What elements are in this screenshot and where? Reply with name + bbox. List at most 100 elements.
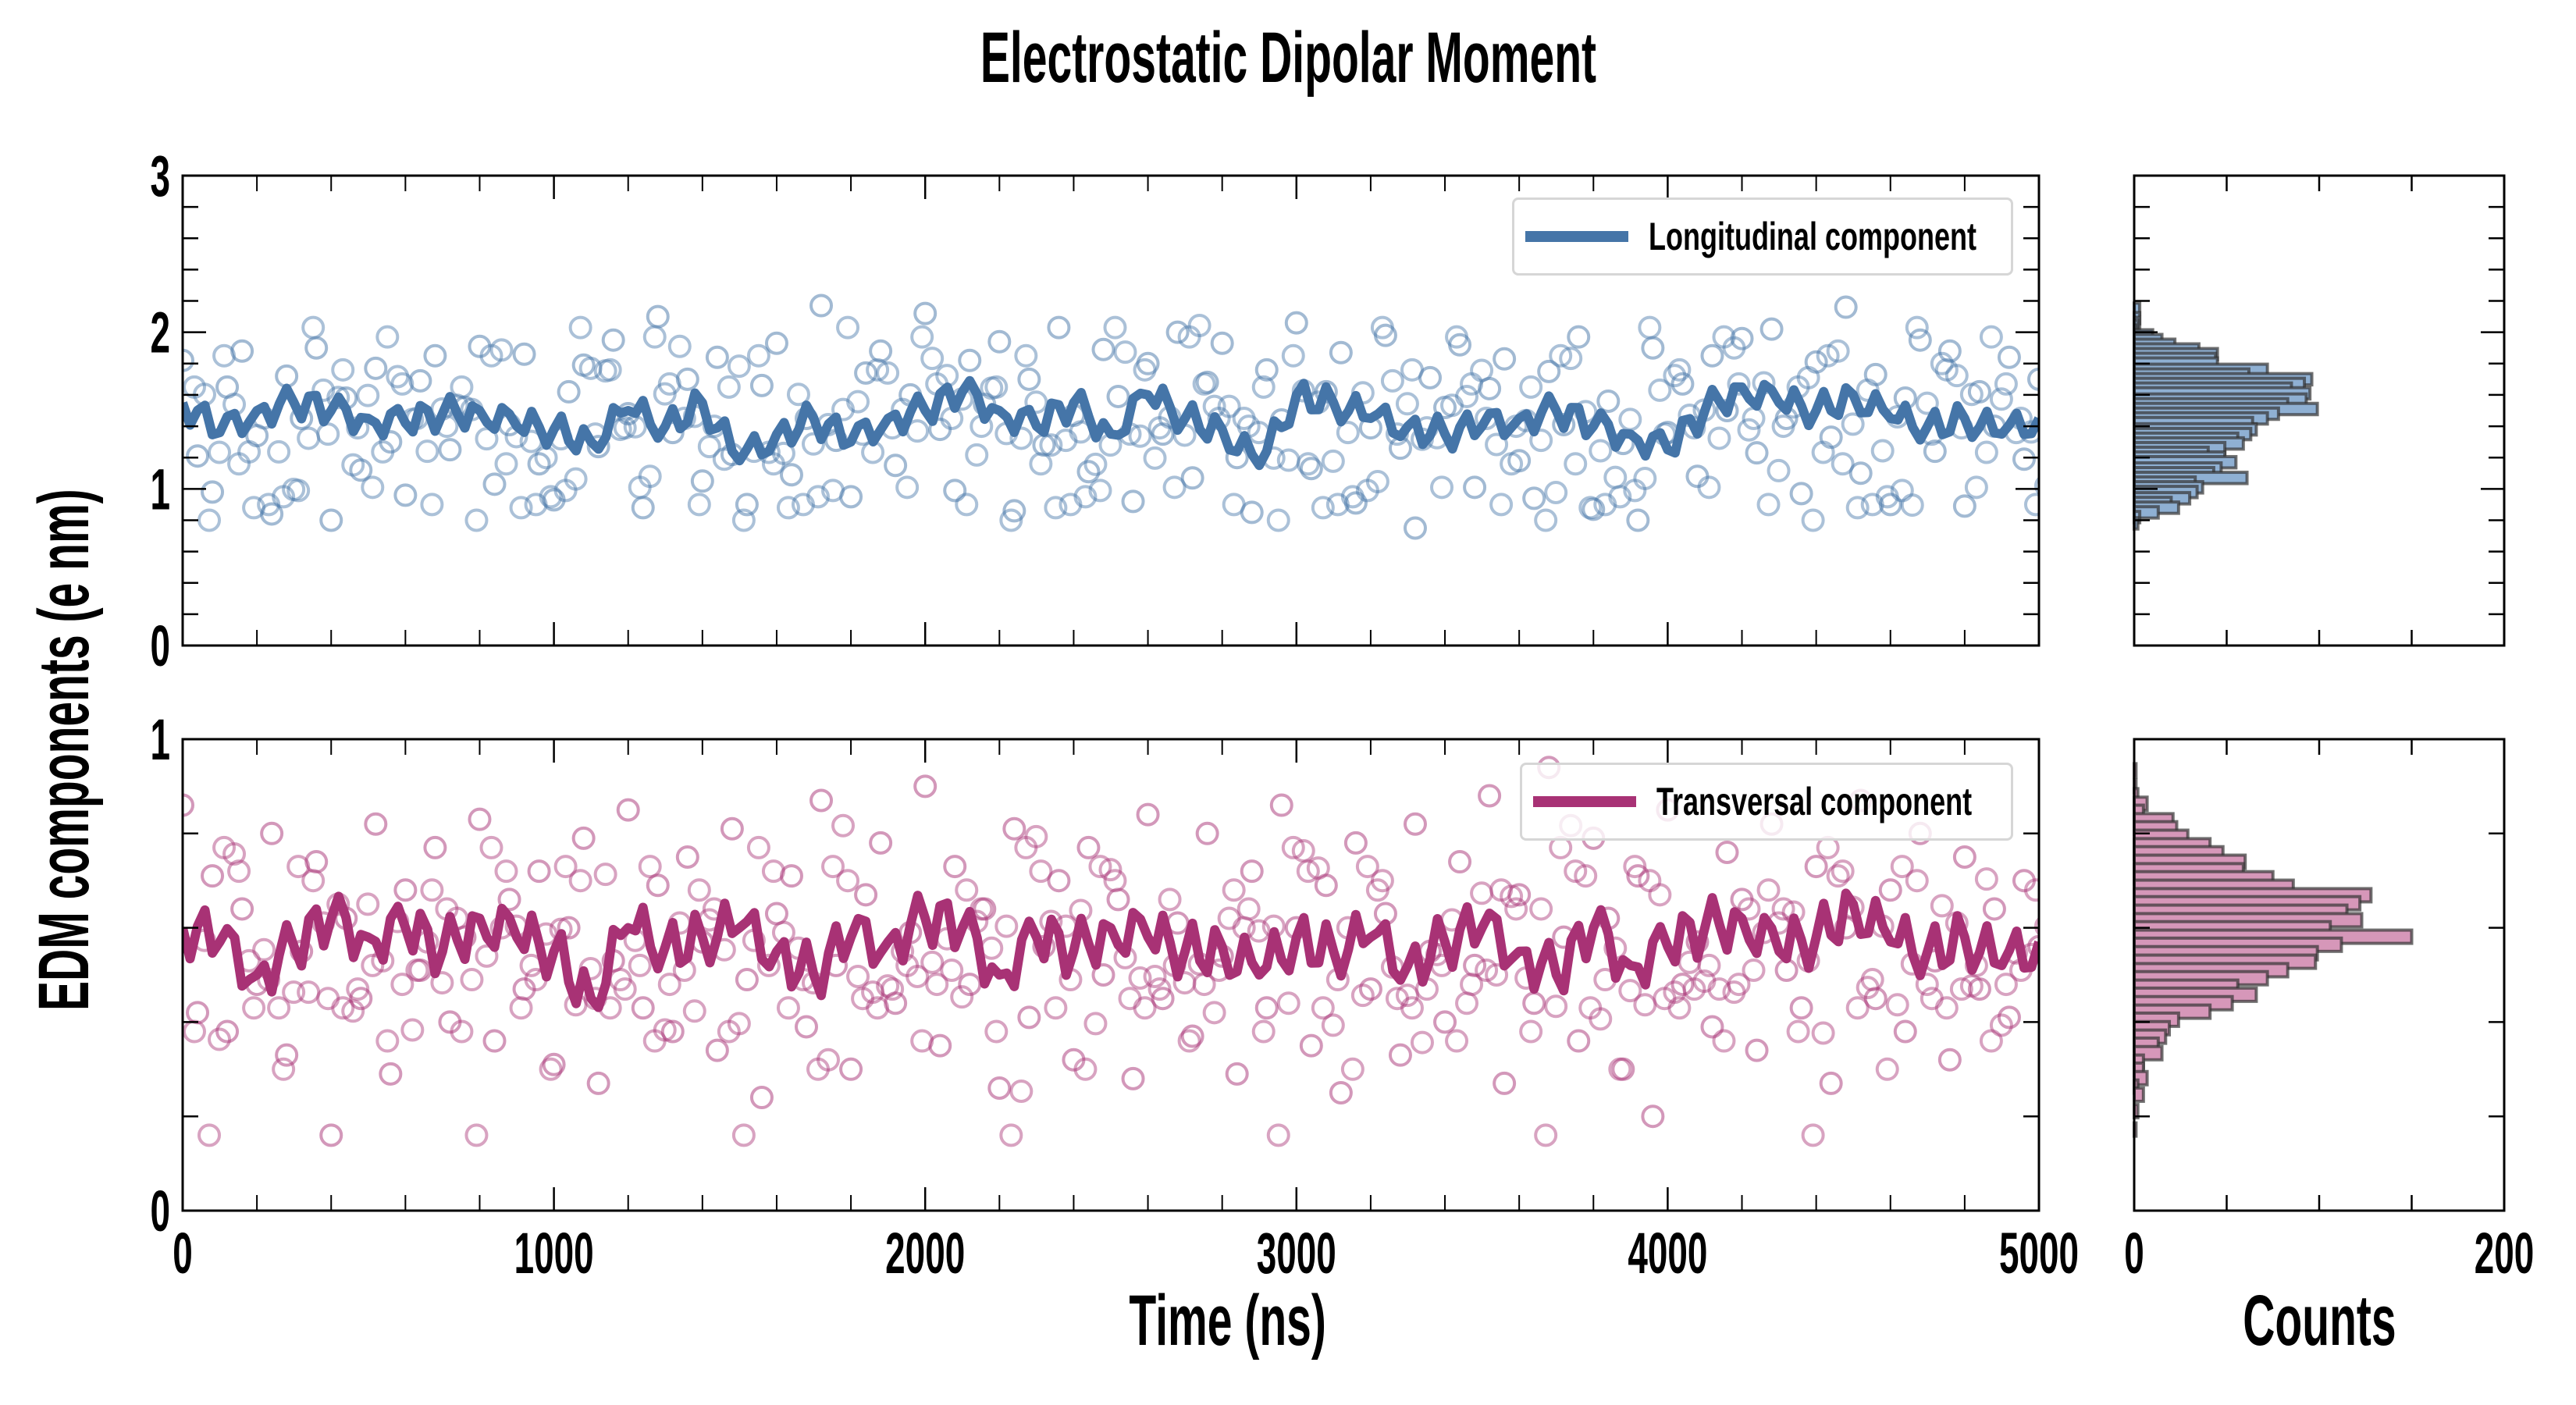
scatter-point (910, 325, 934, 349)
scatter-point (920, 347, 945, 371)
scatter-point (761, 452, 785, 476)
scatter-point (568, 315, 592, 340)
scatter-point (1789, 482, 1813, 506)
scatter-point (1952, 845, 1976, 869)
x-axis-label-wrap: Time (ns) (838, 1280, 1618, 1362)
scatter-point (601, 328, 625, 352)
scatter-point (1611, 1057, 1635, 1081)
scatter-point (1544, 481, 1568, 505)
scatter-point (1653, 987, 1677, 1011)
scatter-point (1670, 372, 1695, 396)
scatter-point (1202, 1001, 1226, 1025)
scatter-point (1217, 394, 1241, 418)
bottom-histogram-panel: 0 200 (2124, 738, 2535, 1286)
scatter-point (1314, 379, 1338, 404)
scatter-point (1403, 516, 1427, 540)
scatter-point (1485, 963, 1509, 987)
scatter-point (846, 389, 870, 414)
scatter-point (1195, 821, 1219, 845)
scatter-point (1076, 460, 1101, 484)
scatter-point (613, 416, 637, 440)
scatter-point (1819, 1071, 1843, 1095)
scatter-point (1870, 439, 1895, 463)
scatter-point (806, 1057, 831, 1081)
scatter-point (1759, 317, 1784, 341)
scatter-point (1789, 996, 1813, 1020)
scatter-point (1578, 996, 1603, 1020)
scatter-point (839, 1057, 863, 1081)
x-tick-label: 1000 (514, 1222, 594, 1286)
scatter-point (1187, 313, 1212, 337)
scatter-point (379, 430, 403, 454)
scatter-point (1073, 1057, 1098, 1081)
scatter-point (1574, 864, 1598, 888)
scatter-point (1567, 325, 1591, 349)
scatter-point (1742, 958, 1766, 982)
scatter-point (316, 987, 340, 1011)
scatter-point (1930, 351, 1954, 375)
scatter-point (564, 467, 588, 491)
scatter-point (854, 361, 878, 385)
top-timeseries-panel: 0 1 2 3 (150, 144, 2041, 679)
scatter-point (1816, 343, 1840, 368)
scatter-point (1670, 973, 1695, 997)
scatter-point (282, 478, 306, 502)
scatter-point (687, 878, 711, 902)
scatter-point (2033, 916, 2039, 936)
scatter-point (1767, 458, 1791, 482)
scatter-point (1529, 429, 1553, 453)
scatter-point (475, 427, 499, 451)
scatter-point (1692, 969, 1717, 994)
hist-x-tick-label: 200 (2475, 1222, 2535, 1286)
scatter-point (821, 855, 845, 879)
scatter-point (1974, 867, 1998, 891)
scatter-point (1727, 973, 1751, 997)
scatter-point (197, 508, 222, 532)
scatter-point (1908, 328, 1932, 352)
scatter-point (1834, 295, 1858, 319)
scatter-point (1648, 883, 1672, 907)
scatter-point (1299, 1033, 1323, 1058)
scatter-point (1024, 390, 1048, 414)
scatter-point (468, 807, 492, 831)
scatter-point (943, 478, 967, 503)
scatter-point (1240, 859, 1264, 884)
scatter-point (208, 1027, 232, 1051)
scatter-point (1994, 973, 2018, 997)
scatter-point (542, 1052, 566, 1076)
scatter-point (1994, 372, 2018, 396)
scatter-point (1534, 508, 1558, 532)
scatter-point (2023, 493, 2039, 517)
scatter-point (1712, 325, 1736, 349)
scatter-point (482, 472, 507, 496)
scatter-point (1603, 465, 1628, 489)
scatter-point (1106, 384, 1130, 408)
scatter-point (1388, 1043, 1412, 1067)
scatter-point (2033, 476, 2039, 496)
x-tick-label: 0 (173, 1222, 193, 1286)
scatter-point (1314, 873, 1338, 898)
scatter-point (1633, 993, 1657, 1017)
scatter-point (1365, 469, 1389, 493)
scatter-point (423, 343, 447, 368)
scatter-point (245, 424, 269, 448)
scatter-point (326, 386, 350, 410)
scatter-point (557, 379, 581, 404)
scatter-point (1623, 855, 1647, 879)
scatter-point (598, 357, 622, 382)
scatter-point (252, 937, 276, 962)
scatter-point (201, 480, 225, 504)
scatter-point (375, 325, 400, 349)
scatter-point (925, 973, 949, 997)
scatter-point (1663, 980, 1687, 1005)
scatter-point (1151, 422, 1175, 446)
scatter-point (1641, 336, 1665, 360)
scatter-point (831, 813, 856, 838)
scatter-point (1507, 449, 1532, 473)
running-average-line (183, 375, 2039, 471)
scatter-point (512, 342, 536, 366)
scatter-point (1826, 339, 1850, 363)
scatter-point (876, 361, 900, 385)
scatter-point (869, 831, 893, 855)
scatter-point (1254, 357, 1279, 382)
